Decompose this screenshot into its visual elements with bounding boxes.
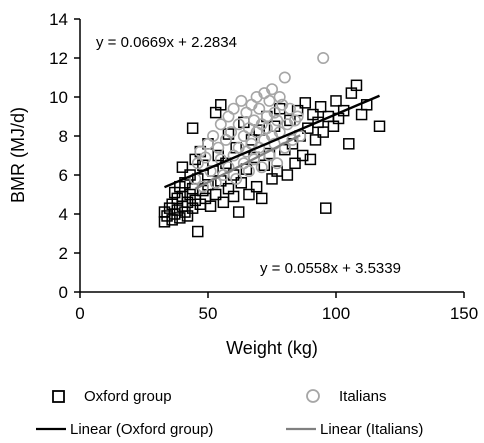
- point-oxford: [299, 97, 312, 109]
- x-tick-label: 50: [199, 304, 218, 323]
- point-oxford: [232, 206, 245, 218]
- legend-label-oxford: Oxford group: [84, 388, 172, 405]
- point-italians: [263, 94, 276, 107]
- y-tick-label: 10: [49, 88, 68, 107]
- point-italians: [291, 110, 304, 123]
- point-italians: [232, 118, 245, 131]
- trendline-oxford: [164, 94, 380, 189]
- point-oxford: [186, 202, 199, 214]
- point-oxford: [204, 200, 217, 212]
- point-oxford: [227, 190, 240, 203]
- point-oxford: [250, 180, 263, 193]
- point-italians: [214, 118, 227, 131]
- point-oxford: [289, 157, 301, 170]
- point-italians: [230, 172, 243, 185]
- point-oxford: [343, 138, 355, 150]
- point-italians: [255, 161, 268, 174]
- y-tick-label: 8: [59, 127, 68, 146]
- point-oxford: [192, 225, 204, 238]
- point-oxford: [186, 122, 199, 134]
- y-tick-label: 0: [59, 283, 68, 302]
- point-italians: [227, 102, 240, 115]
- legend: Oxford group Italians Linear (Oxford gro…: [36, 388, 423, 438]
- y-axis-title: BMR (MJ/d): [8, 107, 28, 203]
- point-italians: [207, 130, 220, 143]
- point-oxford: [240, 163, 253, 175]
- point-oxford: [258, 159, 271, 171]
- point-italians: [278, 71, 291, 84]
- point-oxford: [350, 79, 363, 92]
- point-italians: [271, 114, 284, 127]
- point-oxford: [176, 161, 189, 173]
- legend-marker-italians: [306, 389, 320, 403]
- point-italians: [242, 165, 255, 178]
- y-tick-label: 4: [59, 205, 68, 224]
- point-oxford: [304, 153, 317, 166]
- point-oxford: [281, 169, 294, 181]
- x-axis-title: Weight (kg): [226, 338, 318, 358]
- y-tick-label: 6: [59, 166, 68, 185]
- y-tick-label: 2: [59, 244, 68, 263]
- point-oxford: [217, 196, 230, 209]
- point-italians: [253, 102, 266, 115]
- x-tick-label: 150: [450, 304, 478, 323]
- legend-label-italians: Italians: [339, 388, 387, 405]
- plot-area: 0 2 4 6 8 10 12 14 0 50 100 150: [49, 10, 478, 323]
- point-italians: [271, 157, 284, 170]
- point-italians: [235, 94, 248, 107]
- point-italians: [283, 102, 296, 115]
- point-oxford: [222, 128, 235, 140]
- point-oxford: [209, 188, 222, 201]
- point-italians: [212, 141, 225, 154]
- equation-italians: y = 0.0669x + 2.2834: [96, 34, 237, 51]
- point-italians: [225, 126, 238, 139]
- point-italians: [199, 151, 212, 164]
- point-oxford: [314, 101, 327, 113]
- point-italians: [265, 83, 278, 96]
- point-oxford: [215, 99, 227, 111]
- equation-oxford: y = 0.0558x + 3.5339: [260, 260, 401, 277]
- point-oxford: [317, 126, 329, 138]
- point-italians: [214, 153, 227, 166]
- y-tick-label: 12: [49, 49, 68, 68]
- point-italians: [248, 153, 261, 166]
- point-oxford: [256, 192, 268, 205]
- point-italians: [268, 106, 281, 119]
- legend-label-linear-italians: Linear (Italians): [320, 421, 423, 438]
- point-oxford: [243, 188, 255, 201]
- point-oxford: [296, 149, 309, 162]
- point-oxford: [373, 120, 386, 132]
- point-oxford: [355, 108, 368, 121]
- y-tick-label: 14: [49, 10, 68, 29]
- legend-marker-oxford: [52, 390, 65, 403]
- point-italians: [191, 157, 204, 170]
- point-oxford: [330, 95, 342, 107]
- point-oxford: [337, 104, 350, 117]
- x-tick-label: 0: [75, 304, 84, 323]
- point-oxford: [309, 134, 322, 146]
- point-italians: [273, 91, 286, 104]
- trendline-italians: [194, 134, 301, 190]
- legend-label-linear-oxford: Linear (Oxford group): [70, 421, 213, 438]
- point-oxford: [360, 99, 373, 111]
- x-tick-label: 100: [322, 304, 350, 323]
- point-italians: [317, 51, 330, 64]
- point-oxford: [320, 202, 332, 214]
